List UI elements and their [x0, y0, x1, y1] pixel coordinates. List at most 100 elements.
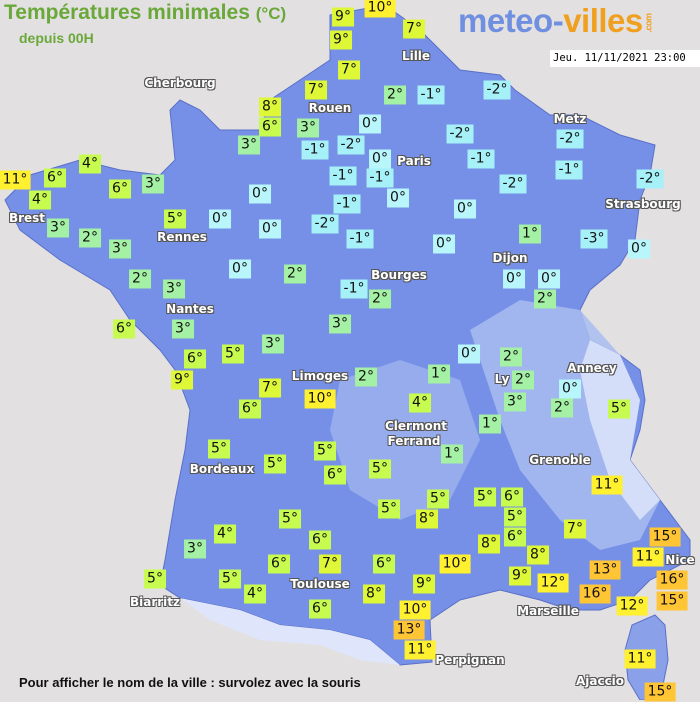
station-temperature[interactable]: 1° [479, 414, 501, 434]
station-temperature[interactable]: -1° [340, 279, 368, 299]
station-temperature[interactable]: -1° [346, 229, 374, 249]
station-temperature[interactable]: 9° [509, 566, 531, 586]
station-temperature[interactable]: -2° [446, 124, 474, 144]
station-temperature[interactable]: -1° [467, 149, 495, 169]
station-temperature[interactable]: 5° [222, 344, 244, 364]
station-temperature[interactable]: 4° [79, 154, 101, 174]
station-temperature[interactable]: 7° [305, 80, 327, 100]
station-temperature[interactable]: 5° [164, 209, 186, 229]
station-temperature[interactable]: 5° [219, 569, 241, 589]
station-temperature[interactable]: 0° [259, 219, 281, 239]
station-temperature[interactable]: 3° [238, 135, 260, 155]
station-temperature[interactable]: 10° [364, 0, 396, 18]
station-temperature[interactable]: 2° [512, 370, 534, 390]
station-temperature[interactable]: 3° [47, 218, 69, 238]
station-temperature[interactable]: 6° [184, 349, 206, 369]
station-temperature[interactable]: 15° [656, 591, 688, 611]
station-temperature[interactable]: 0° [503, 269, 525, 289]
station-temperature[interactable]: 2° [284, 264, 306, 284]
station-temperature[interactable]: 0° [458, 344, 480, 364]
station-temperature[interactable]: 5° [427, 489, 449, 509]
station-temperature[interactable]: 11° [0, 170, 31, 190]
station-temperature[interactable]: 0° [387, 188, 409, 208]
station-temperature[interactable]: 6° [324, 465, 346, 485]
station-temperature[interactable]: 11° [404, 640, 436, 660]
station-temperature[interactable]: 6° [109, 179, 131, 199]
station-temperature[interactable]: 6° [309, 530, 331, 550]
station-temperature[interactable]: 2° [551, 398, 573, 418]
station-temperature[interactable]: 11° [624, 649, 656, 669]
station-temperature[interactable]: 3° [109, 239, 131, 259]
station-temperature[interactable]: 3° [172, 319, 194, 339]
station-temperature[interactable]: 0° [249, 184, 271, 204]
station-temperature[interactable]: 0° [359, 114, 381, 134]
station-temperature[interactable]: 6° [113, 319, 135, 339]
station-temperature[interactable]: 10° [399, 600, 431, 620]
station-temperature[interactable]: 8° [259, 97, 281, 117]
station-temperature[interactable]: 4° [409, 393, 431, 413]
station-temperature[interactable]: 10° [304, 389, 336, 409]
station-temperature[interactable]: 9° [332, 7, 354, 27]
station-temperature[interactable]: 3° [142, 174, 164, 194]
station-temperature[interactable]: 3° [329, 314, 351, 334]
station-temperature[interactable]: 7° [338, 60, 360, 80]
station-temperature[interactable]: 5° [369, 459, 391, 479]
station-temperature[interactable]: 16° [579, 584, 611, 604]
station-temperature[interactable]: 6° [268, 554, 290, 574]
station-temperature[interactable]: 8° [363, 584, 385, 604]
station-temperature[interactable]: 13° [393, 620, 425, 640]
station-temperature[interactable]: 7° [259, 378, 281, 398]
station-temperature[interactable]: 2° [355, 367, 377, 387]
station-temperature[interactable]: -2° [556, 129, 584, 149]
station-temperature[interactable]: 0° [369, 149, 391, 169]
station-temperature[interactable]: 0° [538, 269, 560, 289]
station-temperature[interactable]: 0° [433, 234, 455, 254]
station-temperature[interactable]: 2° [500, 347, 522, 367]
station-temperature[interactable]: 11° [591, 475, 623, 495]
station-temperature[interactable]: 7° [564, 519, 586, 539]
station-temperature[interactable]: 3° [163, 279, 185, 299]
station-temperature[interactable]: 5° [144, 569, 166, 589]
station-temperature[interactable]: 7° [403, 19, 425, 39]
station-temperature[interactable]: -3° [580, 229, 608, 249]
station-temperature[interactable]: 8° [527, 545, 549, 565]
station-temperature[interactable]: 15° [649, 527, 681, 547]
station-temperature[interactable]: 2° [369, 289, 391, 309]
station-temperature[interactable]: 3° [297, 118, 319, 138]
station-temperature[interactable]: -2° [483, 80, 511, 100]
station-temperature[interactable]: 0° [229, 259, 251, 279]
station-temperature[interactable]: 10° [439, 554, 471, 574]
station-temperature[interactable]: -1° [366, 168, 394, 188]
station-temperature[interactable]: 0° [454, 199, 476, 219]
station-temperature[interactable]: 0° [209, 209, 231, 229]
station-temperature[interactable]: 9° [330, 30, 352, 50]
meteo-villes-logo[interactable]: meteo-villes.com [458, 2, 662, 40]
station-temperature[interactable]: 12° [616, 596, 648, 616]
station-temperature[interactable]: 6° [239, 399, 261, 419]
station-temperature[interactable]: 6° [373, 554, 395, 574]
station-temperature[interactable]: 5° [504, 507, 526, 527]
station-temperature[interactable]: 7° [319, 554, 341, 574]
station-temperature[interactable]: 8° [478, 534, 500, 554]
station-temperature[interactable]: 5° [378, 499, 400, 519]
station-temperature[interactable]: 1° [519, 224, 541, 244]
station-temperature[interactable]: 2° [129, 269, 151, 289]
station-temperature[interactable]: 13° [589, 560, 621, 580]
station-temperature[interactable]: 16° [656, 570, 688, 590]
station-temperature[interactable]: 3° [504, 392, 526, 412]
station-temperature[interactable]: -1° [301, 140, 329, 160]
station-temperature[interactable]: 9° [171, 370, 193, 390]
station-temperature[interactable]: 6° [44, 168, 66, 188]
station-temperature[interactable]: -1° [555, 160, 583, 180]
station-temperature[interactable]: 1° [441, 444, 463, 464]
station-temperature[interactable]: -1° [329, 166, 357, 186]
station-temperature[interactable]: 6° [504, 527, 526, 547]
station-temperature[interactable]: 4° [244, 584, 266, 604]
station-temperature[interactable]: 6° [259, 117, 281, 137]
station-temperature[interactable]: 5° [208, 439, 230, 459]
station-temperature[interactable]: 4° [29, 190, 51, 210]
station-temperature[interactable]: 12° [537, 573, 569, 593]
station-temperature[interactable]: 3° [262, 334, 284, 354]
station-temperature[interactable]: -2° [311, 214, 339, 234]
station-temperature[interactable]: 11° [632, 547, 664, 567]
